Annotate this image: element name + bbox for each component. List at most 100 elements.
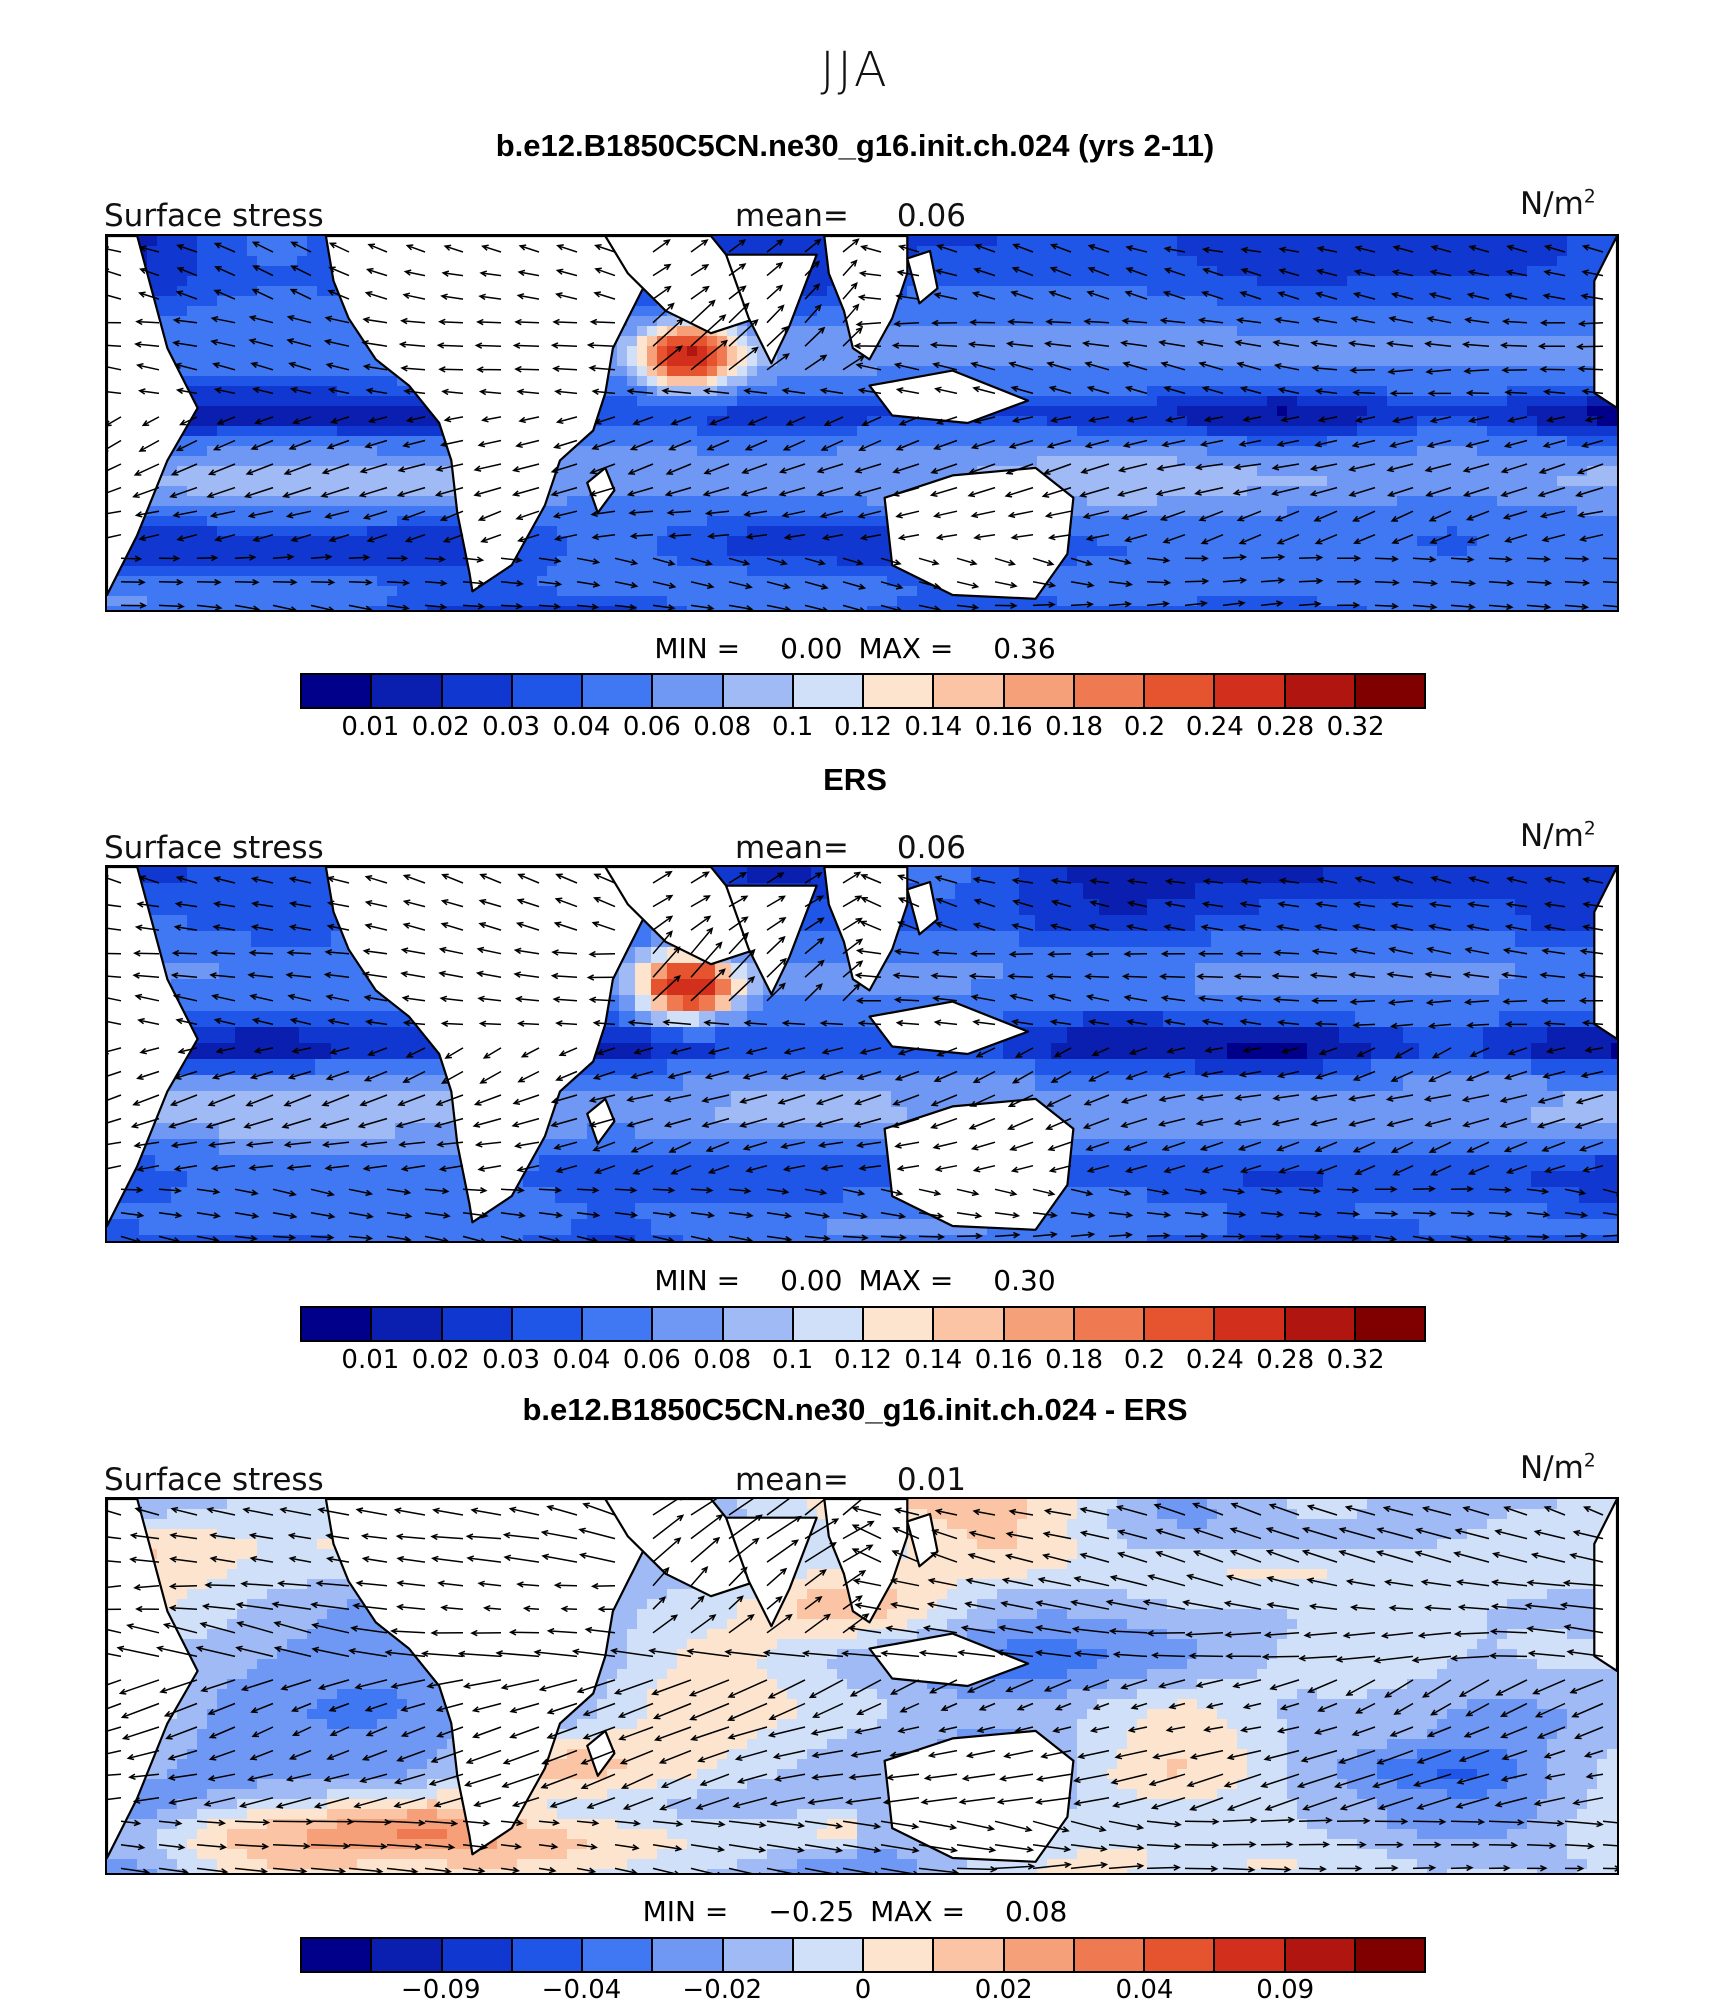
panel-1-colorbar-swatch [934,675,1005,707]
panel-3-minmax: MIN = −0.25 MAX = 0.08 [0,1895,1710,1928]
panel-3-wind-vectors [107,1499,1617,1873]
panel-2-landmass-9 [586,1097,616,1145]
panel-1-colorbar-swatch [372,675,443,707]
panel-2-landmass-7 [107,867,199,1228]
panel-3-colorbar-tick: 0.04 [1115,1975,1174,2005]
panel-1-colorbar-swatch [1285,675,1356,707]
panel-2-land [107,867,1617,1231]
panel-3-colorbar-swatch [1145,1939,1216,1971]
panel-1-colorbar-tick: 0.06 [622,712,681,742]
panel-2-colorbar-swatch [512,1308,583,1340]
panel-2-mean-label: mean= [735,830,849,866]
panel-2-landmass-5 [868,1000,1030,1056]
panel-2-landmass-10 [906,880,939,936]
panel-1-land [107,236,1617,600]
panel-1-colorbar-tick: 0.14 [904,712,963,742]
panel-3-colorbar-tick: 0 [854,1975,872,2005]
panel-2-colorbar-swatch [1074,1308,1145,1340]
panel-2-colorbar-swatch [1145,1308,1216,1340]
panel-2-colorbar-tick: 0.32 [1326,1345,1385,1375]
panel-2-max-label: MAX = [858,1264,954,1297]
panel-2-colorbar-tick: 0.08 [693,1345,752,1375]
panel-2-colorbar-tick: 0.2 [1123,1345,1166,1375]
panel-1-colorbar-swatch [302,675,373,707]
panel-3-units-text: N/m [1520,1450,1584,1486]
panel-2-mean: mean= 0.06 [735,830,966,866]
panel-2-colorbar-swatch [302,1308,373,1340]
panel-1-colorbar-swatch [1004,675,1075,707]
panel-1-min-label: MIN = [654,632,741,665]
panel-2-map-svg [107,867,1617,1241]
panel-2-colorbar-swatch [1285,1308,1356,1340]
panel-1-units-text: N/m [1520,186,1584,222]
panel-1-colorbar-tick: 0.02 [411,712,470,742]
panel-2-colorbar-swatch [934,1308,1005,1340]
panel-2-units-exponent: 2 [1583,818,1596,840]
panel-3-colorbar-swatch [934,1939,1005,1971]
panel-3-units-exponent: 2 [1583,1450,1596,1472]
panel-3-colorbar-tick: −0.09 [400,1975,481,2005]
panel-2-colorbar-tick: 0.24 [1185,1345,1244,1375]
panel-1-landmass-7 [107,236,199,597]
panel-2-colorbar-swatch [793,1308,864,1340]
panel-1-colorbar-tick: 0.03 [482,712,541,742]
panel-1-colorbar-tick: 0.12 [834,712,892,742]
panel-1-colorbar-swatch [1215,675,1286,707]
panel-2-landmass-1 [324,867,667,1224]
panel-3-colorbar-tick: −0.04 [541,1975,622,2005]
panel-3-colorbar-swatch [793,1939,864,1971]
panel-2-colorbar-swatch [1215,1308,1286,1340]
panel-1-colorbar-tick: 0.16 [974,712,1033,742]
panel-3-colorbar-swatch [583,1939,654,1971]
panel-1-colorbar-tick: 0.1 [771,712,814,742]
panel-3-mean-value: 0.01 [896,1462,966,1498]
panel-2-landmass-2 [604,867,758,966]
panel-2-colorbar-tick: 0.1 [771,1345,814,1375]
panel-2-colorbar-tick: 0.06 [622,1345,681,1375]
panel-1-landmass-5 [868,369,1030,425]
panel-3-max-value: 0.08 [1005,1895,1068,1928]
panel-3-colorbar [300,1937,1426,1973]
panel-2-min-label: MIN = [654,1264,741,1297]
panel-2-colorbar-tick: 0.03 [482,1345,541,1375]
panel-1-mean-value: 0.06 [896,198,966,234]
panel-1-colorbar-tick: 0.28 [1256,712,1315,742]
panel-3-map-svg [107,1499,1617,1873]
panel-3-colorbar-tick: −0.02 [682,1975,763,2005]
panel-2-wind-vectors [107,870,1617,1241]
panel-3-units: N/m2 [1520,1450,1596,1486]
panel-2-colorbar-swatch [653,1308,724,1340]
panel-2-colorbar-tick: 0.16 [974,1345,1033,1375]
panel-1-landmass-1 [324,236,667,593]
panel-1-landmass-8 [1593,236,1617,410]
panel-3-variable-label: Surface stress [104,1462,324,1498]
panel-3-colorbar-swatch [442,1939,513,1971]
panel-2-colorbar-swatch [723,1308,794,1340]
panel-1-colorbar-swatch [512,675,583,707]
panel-3-landmass-2 [604,1499,758,1598]
panel-2-units-text: N/m [1520,818,1584,854]
panel-1-map-svg [107,236,1617,610]
panel-1-colorbar-swatch [723,675,794,707]
panel-1-colorbar-swatch [653,675,724,707]
panel-1-landmass-2 [604,236,758,335]
panel-2-landmass-6 [883,1097,1075,1231]
panel-2-min-value: 0.00 [780,1264,843,1297]
panel-3-landmass-8 [1593,1499,1617,1673]
panel-2-map [105,865,1619,1243]
panel-1-units-exponent: 2 [1583,186,1596,208]
panel-1-title: b.e12.B1850C5CN.ne30_g16.init.ch.024 (yr… [495,128,1215,163]
panel-1-colorbar-swatch [442,675,513,707]
panel-1-colorbar-swatch [864,675,935,707]
panel-3-map [105,1497,1619,1875]
panel-2-colorbar-tick: 0.01 [341,1345,400,1375]
panel-1-wind-vectors [107,238,1617,610]
panel-2-colorbar-swatch [864,1308,935,1340]
panel-3-colorbar-swatch [1215,1939,1286,1971]
panel-2-colorbar-tick: 0.04 [552,1345,611,1375]
panel-2-colorbar-tick: 0.18 [1045,1345,1104,1375]
panel-3-colorbar-tick: 0.09 [1256,1975,1315,2005]
panel-2-units: N/m2 [1520,818,1596,854]
panel-2-colorbar-tick: 0.14 [904,1345,963,1375]
panel-2-colorbar-tick: 0.12 [834,1345,892,1375]
